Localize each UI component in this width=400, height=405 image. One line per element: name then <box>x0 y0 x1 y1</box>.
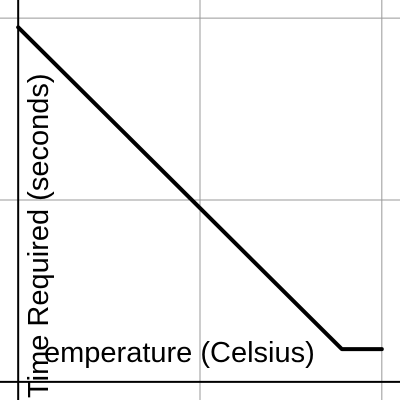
y-axis-label: Time Required (seconds) <box>23 74 55 399</box>
series-line-0 <box>16 25 384 352</box>
x-axis-label: emperature (Celsius) <box>44 337 315 369</box>
series-layer <box>16 25 384 352</box>
